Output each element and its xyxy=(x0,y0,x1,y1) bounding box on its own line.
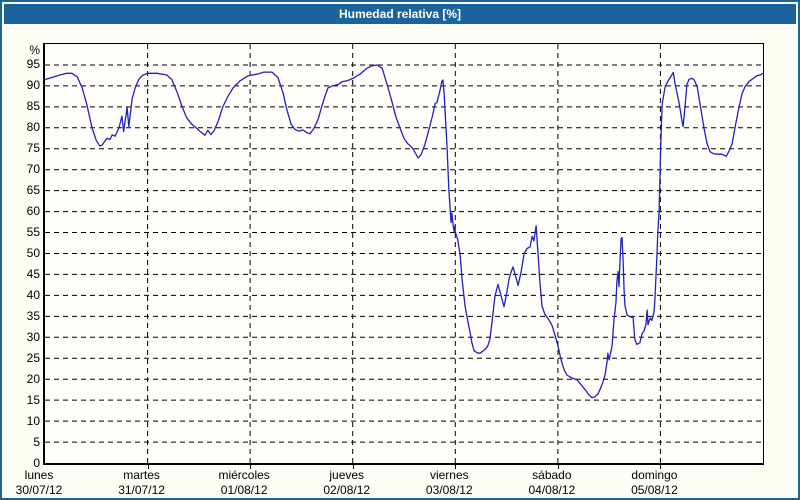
x-axis-tick xyxy=(660,465,662,469)
x-axis-date-label: 31/07/12 xyxy=(118,483,165,497)
x-axis-tick xyxy=(557,465,559,469)
x-axis-day-label: jueves xyxy=(329,468,365,482)
y-axis-tick-label: 80 xyxy=(26,120,40,135)
x-axis-tick xyxy=(250,465,252,469)
title-bar: Humedad relativa [%] xyxy=(4,4,796,24)
y-axis-tick-label: 45 xyxy=(26,266,40,281)
x-axis-date-label: 04/08/12 xyxy=(528,483,576,497)
y-axis-tick-label: 5 xyxy=(33,434,40,449)
x-axis-tick xyxy=(455,465,457,469)
x-axis-date-label: 05/08/12 xyxy=(631,483,678,497)
x-axis-day-label: viernes xyxy=(429,468,469,482)
y-axis-tick-label: 55 xyxy=(26,225,40,240)
y-axis-tick-label: 70 xyxy=(26,162,40,177)
x-axis-day-label: miércoles xyxy=(218,468,270,482)
y-axis-tick-label: 85 xyxy=(26,99,40,114)
y-axis-tick-label: 60 xyxy=(26,204,40,219)
plot-area xyxy=(43,43,764,465)
y-axis-tick-label: 50 xyxy=(26,246,40,260)
y-axis-tick-label: 35 xyxy=(26,308,40,323)
y-axis-tick-label: 30 xyxy=(26,329,40,344)
humidity-line-chart xyxy=(45,44,763,463)
x-axis-date-label: 01/08/12 xyxy=(220,483,268,497)
y-axis-tick-label: 15 xyxy=(26,392,40,407)
y-axis-tick-label: 65 xyxy=(26,183,40,198)
x-axis-day-label: sábado xyxy=(532,468,572,482)
y-axis-unit-label: % xyxy=(29,43,40,57)
y-axis-tick-label: 0 xyxy=(33,455,40,470)
x-axis-date-label: 03/08/12 xyxy=(425,483,473,497)
y-axis-tick-label: 25 xyxy=(26,350,40,365)
x-axis-day-label: domingo xyxy=(631,468,678,482)
x-axis-date-label: 30/07/12 xyxy=(15,483,63,497)
y-axis-tick-label: 75 xyxy=(26,141,40,156)
chart-title: Humedad relativa [%] xyxy=(338,7,462,21)
y-axis-tick-label: 90 xyxy=(26,78,40,93)
y-axis-tick-label: 95 xyxy=(26,57,40,72)
y-axis-tick-label: 10 xyxy=(26,413,40,428)
x-axis-date-label: 02/08/12 xyxy=(323,483,371,497)
x-axis-tick xyxy=(352,465,354,469)
x-axis-tick xyxy=(147,465,149,469)
y-axis-tick-label: 40 xyxy=(26,287,40,302)
x-axis-day-label: martes xyxy=(123,468,160,482)
y-axis-tick-label: 20 xyxy=(26,371,40,386)
humidity-series-line xyxy=(45,64,763,399)
x-axis-day-label: lunes xyxy=(24,468,54,482)
